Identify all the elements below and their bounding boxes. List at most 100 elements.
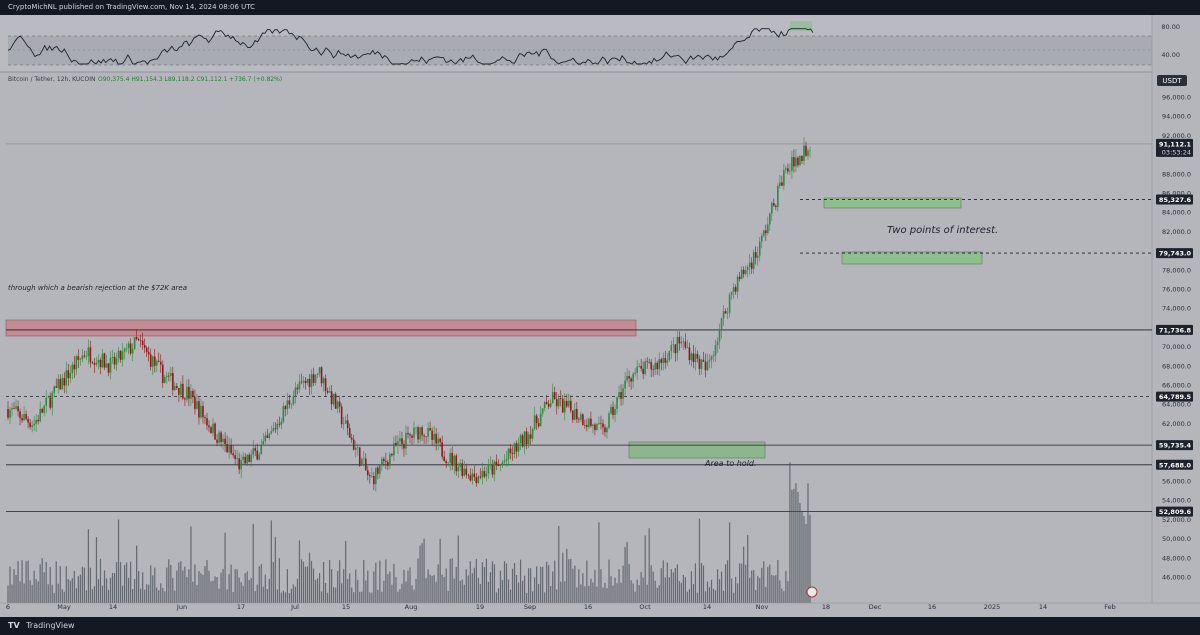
candle-body <box>457 466 460 472</box>
volume-bar <box>421 543 423 603</box>
volume-bar <box>718 579 721 603</box>
candle-body <box>646 361 648 363</box>
candle-body <box>423 435 425 437</box>
candle-body <box>648 361 650 363</box>
candle-body <box>364 458 367 471</box>
candle-body <box>246 454 248 464</box>
volume-bar <box>759 578 761 603</box>
candle-body <box>724 311 727 314</box>
candle-body <box>773 202 775 206</box>
footer-bar: TV TradingView <box>0 617 1200 635</box>
candle-body <box>204 417 206 419</box>
event-marker-icon[interactable] <box>806 586 818 598</box>
time-tick-label: May <box>57 603 71 611</box>
time-tick-label: Jun <box>176 603 187 611</box>
price-badge-label: 57,688.0 <box>1159 461 1192 469</box>
volume-bar <box>401 583 403 603</box>
time-tick-label: 18 <box>822 603 830 611</box>
candle-body <box>306 378 309 383</box>
oscillator-tick-labels: 80.00 40.00 <box>1161 23 1180 59</box>
candle-body <box>708 359 711 362</box>
level-lines <box>6 143 1152 513</box>
candle-body <box>429 428 431 431</box>
volume-bar <box>39 564 41 603</box>
volume-bar <box>602 587 604 603</box>
candle-body <box>668 351 671 361</box>
candle-body <box>123 348 126 352</box>
candle-body <box>515 443 518 452</box>
candle-body <box>650 362 653 370</box>
candle-body <box>202 405 204 418</box>
volume-bar <box>485 558 487 603</box>
candle-body <box>137 339 140 341</box>
volume-bar <box>594 569 596 603</box>
candle-body <box>11 408 13 410</box>
volume-bar <box>272 561 274 603</box>
candle-body <box>340 406 343 425</box>
candle-body <box>214 423 216 440</box>
currency-badge[interactable] <box>1157 75 1187 86</box>
volume-bar <box>43 572 45 603</box>
candle-body <box>232 453 234 456</box>
volume-bar <box>712 588 715 603</box>
volume-bar <box>312 568 315 603</box>
volume-bar <box>491 561 494 603</box>
candle-body <box>391 453 393 456</box>
candle-body <box>320 367 323 384</box>
volume-bar <box>49 567 51 603</box>
time-tick-label: 16 <box>928 603 936 611</box>
volume-bar <box>757 576 759 603</box>
volume-bar <box>196 584 198 603</box>
candle-body <box>93 363 96 365</box>
price-chart[interactable]: through which a bearish rejection at the… <box>0 15 1200 617</box>
price-badge <box>1156 391 1193 402</box>
annotation-bearish: through which a bearish rejection at the… <box>8 284 187 292</box>
volume-bar <box>538 584 540 603</box>
volume-bar <box>132 588 134 603</box>
volume-bar <box>534 577 536 603</box>
candle-body <box>620 392 622 399</box>
candle-body <box>718 330 721 342</box>
candle-body <box>541 408 544 414</box>
candle-body <box>63 378 66 386</box>
candle-body <box>228 445 230 453</box>
candle-body <box>473 473 476 478</box>
volume-bar <box>144 589 146 603</box>
candle-body <box>377 467 379 474</box>
volume-bar <box>365 580 367 603</box>
candle-body <box>141 340 144 345</box>
volume-bar <box>154 567 156 603</box>
candle-body <box>533 415 536 429</box>
volume-bar <box>552 571 554 603</box>
volume-bar <box>35 579 37 603</box>
candle-body <box>690 353 693 361</box>
volume-bar <box>379 560 381 603</box>
volume-bar <box>377 589 379 603</box>
volume-bar <box>696 592 699 603</box>
candle-body <box>260 445 263 455</box>
candle-body <box>369 475 371 477</box>
volume-bar <box>499 570 502 603</box>
volume-bar <box>519 559 522 603</box>
candle-body <box>547 403 550 407</box>
candle-body <box>254 448 257 451</box>
volume-bar <box>29 580 31 603</box>
volume-bar <box>93 586 96 603</box>
candle-body <box>467 474 470 476</box>
candle-body <box>503 460 506 463</box>
candle-body <box>638 365 640 367</box>
price-axis[interactable] <box>1152 15 1200 603</box>
candle-body <box>509 448 512 454</box>
volume-bar <box>79 574 81 603</box>
candle-body <box>53 386 56 393</box>
volume-bar <box>182 570 184 603</box>
volume-bar <box>455 567 457 603</box>
candle-body <box>55 386 58 388</box>
volume-bar <box>391 584 393 603</box>
volume-bar <box>544 592 546 603</box>
candle-body <box>523 431 526 447</box>
candle-body <box>111 356 114 358</box>
candle-body <box>700 359 703 369</box>
volume-bar <box>252 523 254 603</box>
volume-bar <box>608 559 610 603</box>
